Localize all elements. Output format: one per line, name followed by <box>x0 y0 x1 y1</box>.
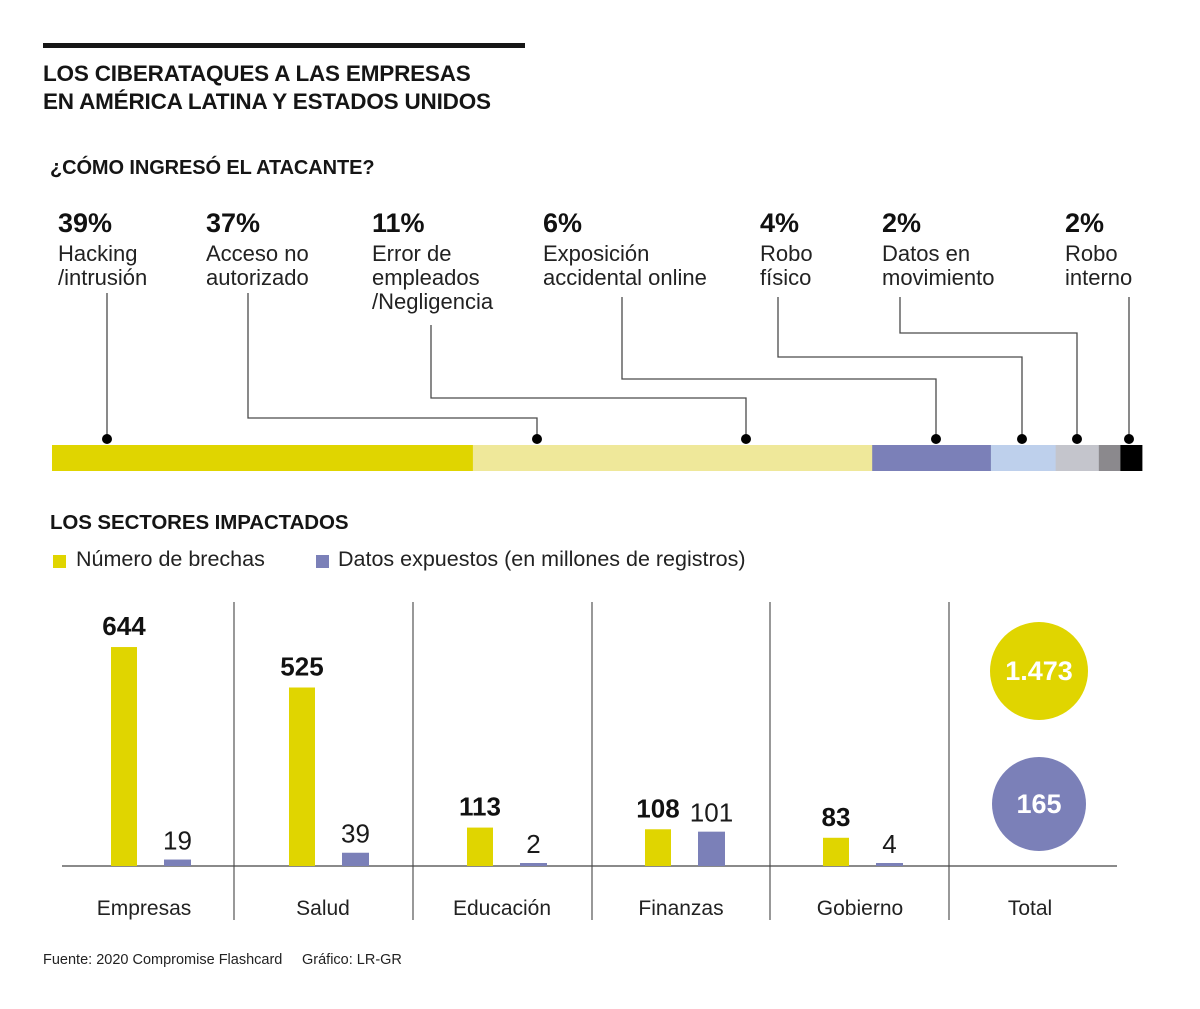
percent-label-datos-movimiento: 2% <box>882 208 922 238</box>
value-label-exposed: 4 <box>882 829 896 859</box>
label-line: Acceso no <box>206 241 309 266</box>
legend-swatch-exposed <box>316 555 329 568</box>
stack-segment <box>1098 445 1121 471</box>
legend-label-breaches: Número de brechas <box>76 547 265 571</box>
label-line: Hacking <box>58 241 138 266</box>
leader-dot <box>1124 434 1134 444</box>
value-label-breaches: 83 <box>822 802 851 832</box>
leader-line <box>247 293 538 439</box>
label-line: Error de <box>372 241 452 266</box>
sector-bar-chart: 644 19 Empresas 525 39 Salud 113 2 Educación 108 1… <box>62 602 1117 920</box>
stack-segment <box>472 445 873 471</box>
category-label-datos-movimiento: Datos en movimiento <box>882 242 994 290</box>
category-label-exposicion: Exposición accidental online <box>543 242 707 290</box>
category-label: Educación <box>453 897 551 920</box>
graphic-credit: Gráfico: LR-GR <box>302 952 402 968</box>
value-label-exposed: 39 <box>341 819 370 849</box>
bar-exposed <box>164 859 191 866</box>
source-note: Fuente: 2020 Compromise Flashcard <box>43 952 283 968</box>
leader-dot <box>1072 434 1082 444</box>
category-label: Empresas <box>97 897 192 920</box>
value-label-breaches: 113 <box>459 792 501 822</box>
bar-breaches <box>645 829 671 866</box>
sectors-section-title: LOS SECTORES IMPACTADOS <box>50 511 349 534</box>
category-label: Finanzas <box>638 897 723 920</box>
top-rule-divider <box>43 43 525 48</box>
leader-line <box>777 297 1023 439</box>
percent-label-exposicion: 6% <box>543 208 583 238</box>
percent-label-robo-fisico: 4% <box>760 208 800 238</box>
stacked-attack-bar <box>52 445 1143 471</box>
value-label-exposed: 19 <box>163 826 192 856</box>
stack-segment <box>52 445 474 471</box>
legend-label-exposed: Datos expuestos (en millones de registro… <box>338 547 746 571</box>
category-label: Gobierno <box>817 897 903 920</box>
leader-dot <box>1017 434 1027 444</box>
category-label-robo-interno: Robo interno <box>1065 242 1132 290</box>
leader-line <box>899 297 1078 439</box>
label-line: empleados <box>372 265 480 290</box>
leader-dot <box>741 434 751 444</box>
leader-line <box>430 325 747 439</box>
label-line: Robo <box>760 241 813 266</box>
leader-dot <box>931 434 941 444</box>
bar-exposed <box>698 831 725 866</box>
stack-segment <box>1055 445 1100 471</box>
value-label-exposed: 101 <box>690 798 733 828</box>
page-title: LOS CIBERATAQUES A LAS EMPRESAS EN AMÉRI… <box>43 60 491 116</box>
label-line: accidental online <box>543 265 707 290</box>
total-breaches-label: 1.473 <box>1005 656 1073 686</box>
total-exposed-circle <box>992 757 1086 851</box>
category-label-acceso: Acceso no autorizado <box>206 242 309 290</box>
percent-label-robo-interno: 2% <box>1065 208 1105 238</box>
label-line: físico <box>760 265 812 290</box>
bar-exposed <box>876 863 903 866</box>
value-label-breaches: 644 <box>102 611 146 641</box>
category-label: Salud <box>296 897 350 920</box>
bar-breaches <box>823 837 849 866</box>
title-line-2: EN AMÉRICA LATINA Y ESTADOS UNIDOS <box>43 89 491 114</box>
label-line: interno <box>1065 265 1133 290</box>
category-label-total: Total <box>1008 897 1052 920</box>
label-line: /Negligencia <box>372 289 494 314</box>
label-line: movimiento <box>882 265 995 290</box>
attack-section-title: ¿CÓMO INGRESÓ EL ATACANTE? <box>50 157 375 179</box>
total-breaches-circle <box>990 622 1088 720</box>
category-label-error: Error de empleados /Negligencia <box>372 242 493 314</box>
value-label-breaches: 525 <box>280 652 323 682</box>
category-label-hacking: Hacking /intrusión <box>58 242 147 290</box>
value-label-breaches: 108 <box>636 793 679 823</box>
label-line: Datos en <box>882 241 971 266</box>
stack-segment <box>990 445 1057 471</box>
bar-breaches <box>467 827 493 866</box>
percent-label-error: 11% <box>372 208 425 238</box>
percent-label-acceso: 37% <box>206 208 261 238</box>
leader-lines <box>102 293 1134 444</box>
label-line: Exposición <box>543 241 650 266</box>
bar-breaches <box>111 647 137 866</box>
title-line-1: LOS CIBERATAQUES A LAS EMPRESAS <box>43 61 471 86</box>
bar-breaches <box>289 687 315 866</box>
percent-label-hacking: 39% <box>58 208 113 238</box>
leader-dot <box>102 434 112 444</box>
bar-exposed <box>520 863 547 866</box>
label-line: Robo <box>1065 241 1118 266</box>
stack-segment <box>1120 445 1143 471</box>
legend-swatch-breaches <box>53 555 66 568</box>
label-line: /intrusión <box>58 265 148 290</box>
value-label-exposed: 2 <box>526 829 540 859</box>
leader-line <box>621 297 937 439</box>
category-label-robo-fisico: Robo físico <box>760 242 813 290</box>
leader-dot <box>532 434 542 444</box>
bar-exposed <box>342 852 369 866</box>
stack-segment <box>872 445 992 471</box>
label-line: autorizado <box>206 265 309 290</box>
total-exposed-label: 165 <box>1016 789 1061 819</box>
